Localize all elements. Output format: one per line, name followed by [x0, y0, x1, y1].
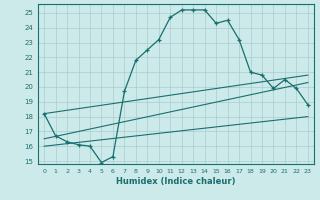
X-axis label: Humidex (Indice chaleur): Humidex (Indice chaleur)	[116, 177, 236, 186]
